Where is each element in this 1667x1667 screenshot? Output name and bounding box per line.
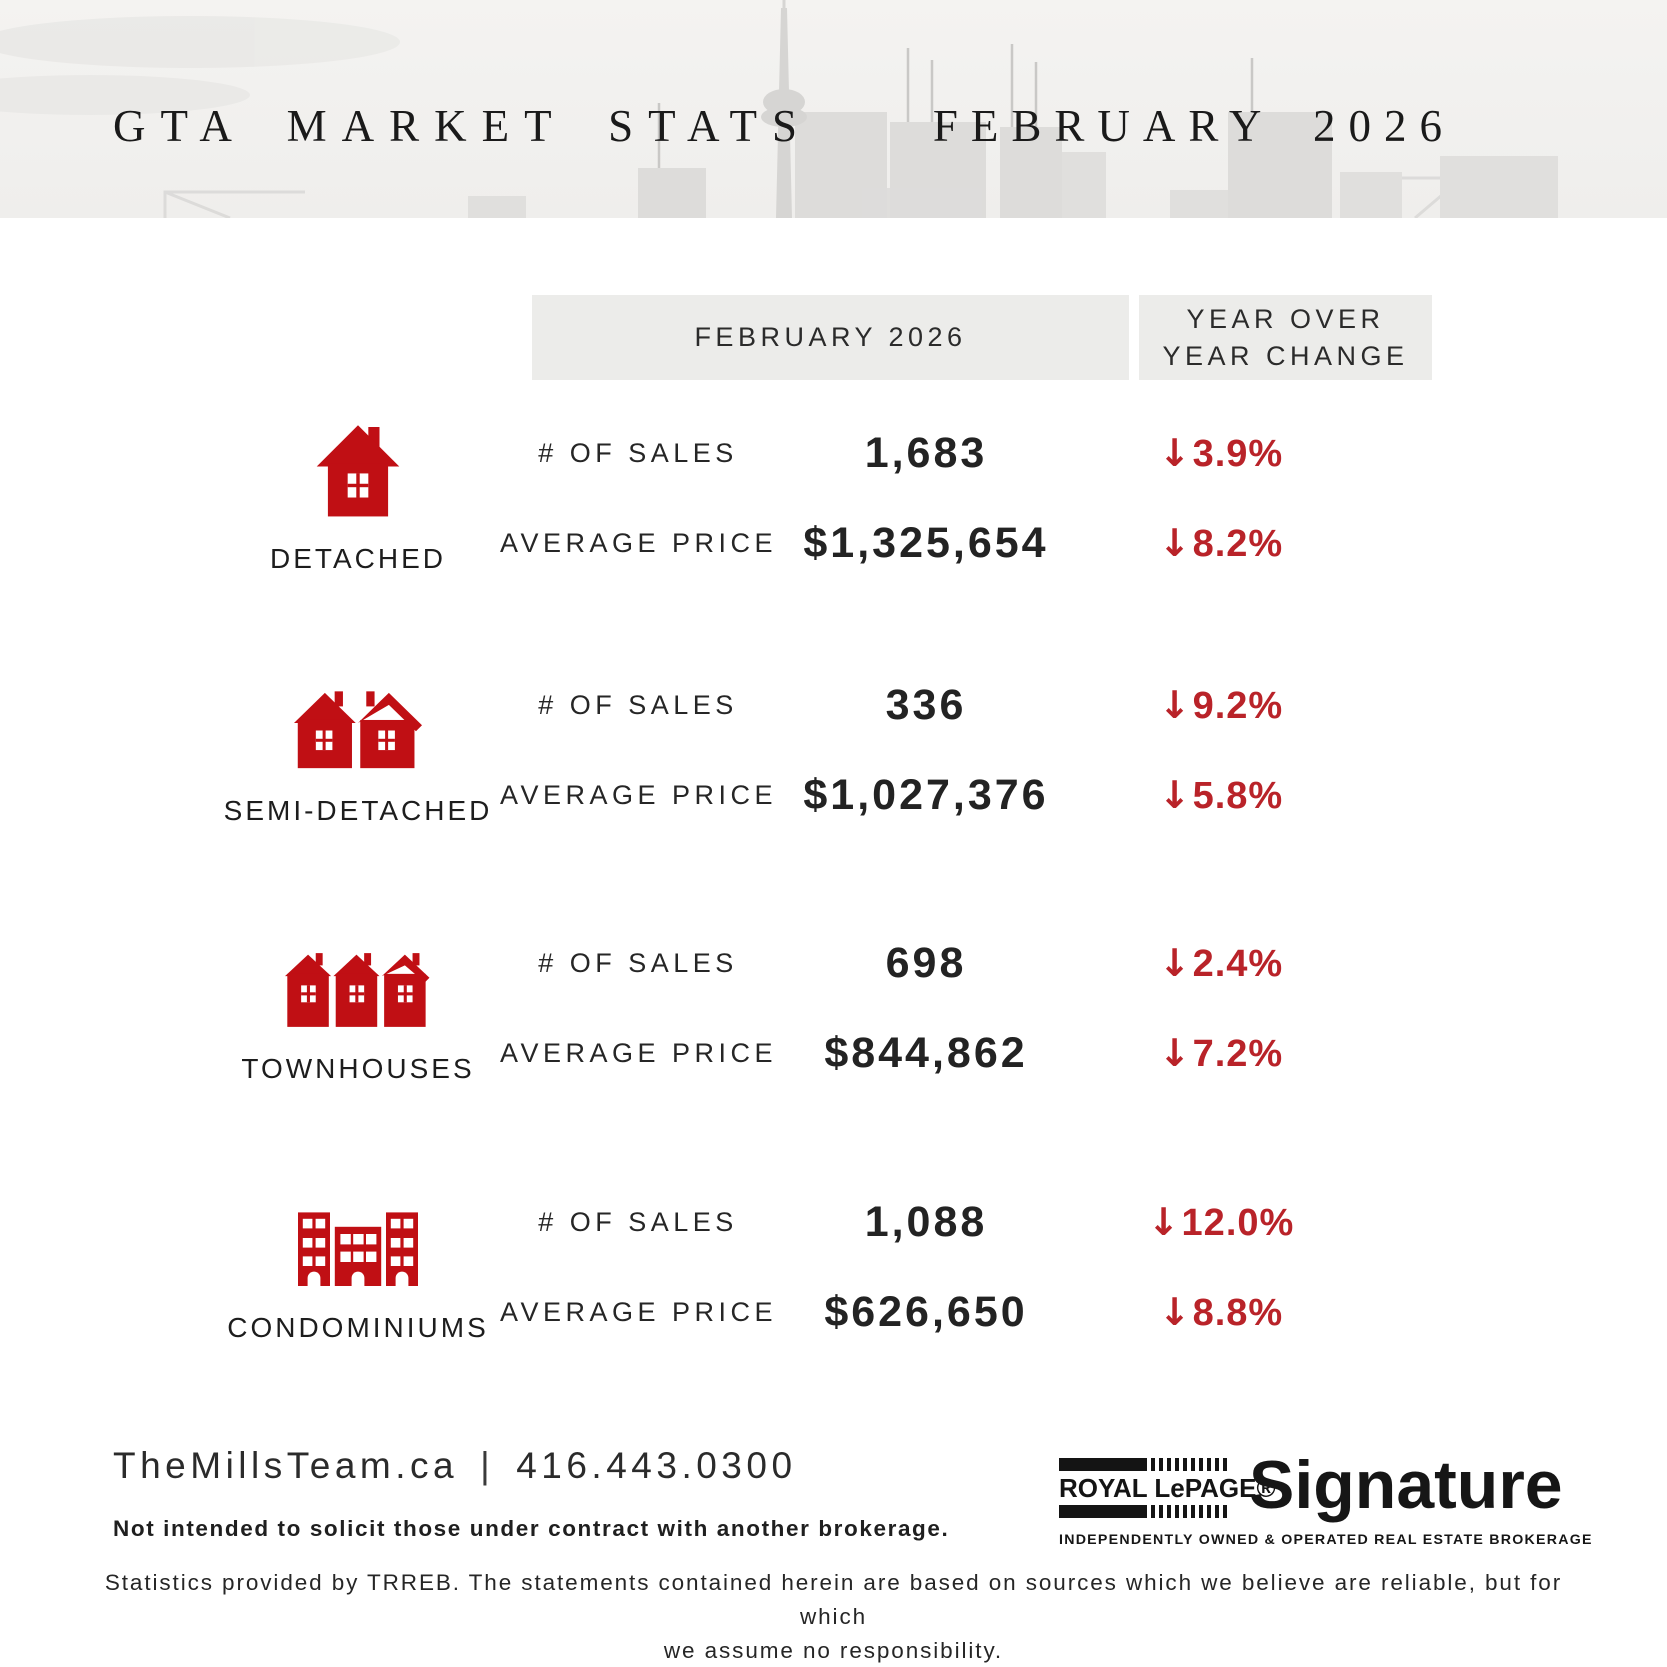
sales-change: ↓3.9% xyxy=(1076,431,1366,476)
royal-lepage-text: ROYAL LePAGE® xyxy=(1059,1473,1276,1503)
sales-value: 1,683 xyxy=(864,428,988,477)
row-condominiums: CONDOMINIUMS # OF SALES 1,088 ↓12.0% AVE… xyxy=(0,1177,1667,1357)
price-label: AVERAGE PRICE xyxy=(500,527,778,558)
price-change-value: 5.8% xyxy=(1192,774,1284,817)
sales-value: 698 xyxy=(885,938,967,987)
townhouses-icon xyxy=(285,931,431,1027)
sales-change: ↓12.0% xyxy=(1076,1200,1366,1245)
down-arrow-icon: ↓ xyxy=(1158,772,1192,817)
sales-change: ↓2.4% xyxy=(1076,941,1366,986)
down-arrow-icon: ↓ xyxy=(1158,1030,1192,1075)
price-label: AVERAGE PRICE xyxy=(500,1296,778,1327)
price-label: AVERAGE PRICE xyxy=(500,1037,778,1068)
price-change: ↓7.2% xyxy=(1076,1031,1366,1076)
price-change: ↓5.8% xyxy=(1076,773,1366,818)
page-title: GTA MARKET STATS xyxy=(113,101,813,151)
column-header-month-label: FEBRUARY 2026 xyxy=(694,322,967,353)
semi-detached-sales-row: # OF SALES 336 ↓9.2% xyxy=(500,660,1366,750)
sales-value: 1,088 xyxy=(864,1197,988,1246)
row-townhouses: TOWNHOUSES # OF SALES 698 ↓2.4% AVERAGE … xyxy=(0,918,1667,1098)
price-value: $1,027,376 xyxy=(803,770,1049,819)
category-label: SEMI-DETACHED xyxy=(223,795,493,826)
solicitation-note: Not intended to solicit those under cont… xyxy=(113,1516,950,1541)
website-text: TheMillsTeam.ca xyxy=(113,1445,459,1486)
down-arrow-icon: ↓ xyxy=(1147,1199,1181,1244)
condominiums-sales-row: # OF SALES 1,088 ↓12.0% xyxy=(500,1177,1366,1267)
column-header-month: FEBRUARY 2026 xyxy=(532,295,1129,380)
sales-value: 336 xyxy=(885,680,967,729)
footer-contact: TheMillsTeam.ca | 416.443.0300 xyxy=(113,1445,797,1487)
column-header-yoy: YEAR OVER YEAR CHANGE xyxy=(1139,295,1432,380)
row-detached: DETACHED # OF SALES 1,683 ↓3.9% AVERAGE … xyxy=(0,408,1667,588)
price-change-value: 7.2% xyxy=(1192,1032,1284,1075)
townhouses-icon-cell: TOWNHOUSES xyxy=(228,918,488,1098)
semi-detached-icon-cell: SEMI-DETACHED xyxy=(224,660,489,840)
detached-sales-row: # OF SALES 1,683 ↓3.9% xyxy=(500,408,1366,498)
price-change-value: 8.2% xyxy=(1192,522,1284,565)
category-label: TOWNHOUSES xyxy=(241,1053,475,1084)
phone-number: 416.443.0300 xyxy=(516,1445,797,1486)
signature-text: Signature xyxy=(1249,1447,1563,1523)
down-arrow-icon: ↓ xyxy=(1158,1289,1192,1334)
yoy-header-line1: YEAR OVER xyxy=(1186,304,1385,335)
price-value: $626,650 xyxy=(824,1287,1028,1336)
sales-label: # OF SALES xyxy=(538,689,738,720)
detached-house-icon xyxy=(315,421,401,517)
header-band: GTA MARKET STATS FEBRUARY 2026 xyxy=(0,0,1667,218)
sales-change-value: 3.9% xyxy=(1192,432,1284,475)
condominiums-icon-cell: CONDOMINIUMS xyxy=(227,1177,489,1357)
down-arrow-icon: ↓ xyxy=(1158,520,1192,565)
price-value: $844,862 xyxy=(824,1028,1028,1077)
price-label: AVERAGE PRICE xyxy=(500,779,778,810)
down-arrow-icon: ↓ xyxy=(1158,430,1192,475)
row-semi-detached: SEMI-DETACHED # OF SALES 336 ↓9.2% AVERA… xyxy=(0,660,1667,840)
sales-change: ↓9.2% xyxy=(1076,683,1366,728)
detached-price-row: AVERAGE PRICE $1,325,654 ↓8.2% xyxy=(500,498,1366,588)
detached-icon-cell: DETACHED xyxy=(228,408,488,588)
sales-change-value: 9.2% xyxy=(1192,684,1284,727)
yoy-header-line2: YEAR CHANGE xyxy=(1162,340,1409,371)
sales-label: # OF SALES xyxy=(538,437,738,468)
down-arrow-icon: ↓ xyxy=(1158,682,1192,727)
condominiums-icon xyxy=(298,1190,418,1286)
sales-label: # OF SALES xyxy=(538,947,738,978)
price-change: ↓8.8% xyxy=(1076,1290,1366,1335)
condominiums-price-row: AVERAGE PRICE $626,650 ↓8.8% xyxy=(500,1267,1366,1357)
townhouses-sales-row: # OF SALES 698 ↓2.4% xyxy=(500,918,1366,1008)
logo-top-bar xyxy=(1059,1458,1231,1471)
semi-detached-house-icon xyxy=(294,673,422,769)
toronto-skyline-image xyxy=(0,0,1558,218)
contact-divider: | xyxy=(480,1445,495,1486)
royal-lepage-wordmark: ROYAL LePAGE® xyxy=(1059,1458,1276,1518)
statistics-disclaimer: Statistics provided by TRREB. The statem… xyxy=(84,1566,1584,1667)
category-label: DETACHED xyxy=(270,543,446,574)
price-change-value: 8.8% xyxy=(1192,1291,1284,1334)
header-period: FEBRUARY 2026 xyxy=(932,101,1455,151)
sales-change-value: 2.4% xyxy=(1192,942,1284,985)
logo-bottom-bar xyxy=(1059,1505,1231,1518)
disclaimer-line2: we assume no responsibility. xyxy=(663,1637,1004,1663)
sales-label: # OF SALES xyxy=(538,1206,738,1237)
category-label: CONDOMINIUMS xyxy=(227,1312,489,1343)
price-change: ↓8.2% xyxy=(1076,521,1366,566)
sales-change-value: 12.0% xyxy=(1181,1201,1295,1244)
semi-detached-price-row: AVERAGE PRICE $1,027,376 ↓5.8% xyxy=(500,750,1366,840)
townhouses-price-row: AVERAGE PRICE $844,862 ↓7.2% xyxy=(500,1008,1366,1098)
royal-lepage-signature-logo: ROYAL LePAGE® Signature xyxy=(1059,1447,1563,1524)
price-value: $1,325,654 xyxy=(803,518,1049,567)
disclaimer-line1: Statistics provided by TRREB. The statem… xyxy=(104,1570,1563,1629)
brokerage-tagline: INDEPENDENTLY OWNED & OPERATED REAL ESTA… xyxy=(1059,1532,1593,1548)
down-arrow-icon: ↓ xyxy=(1158,940,1192,985)
